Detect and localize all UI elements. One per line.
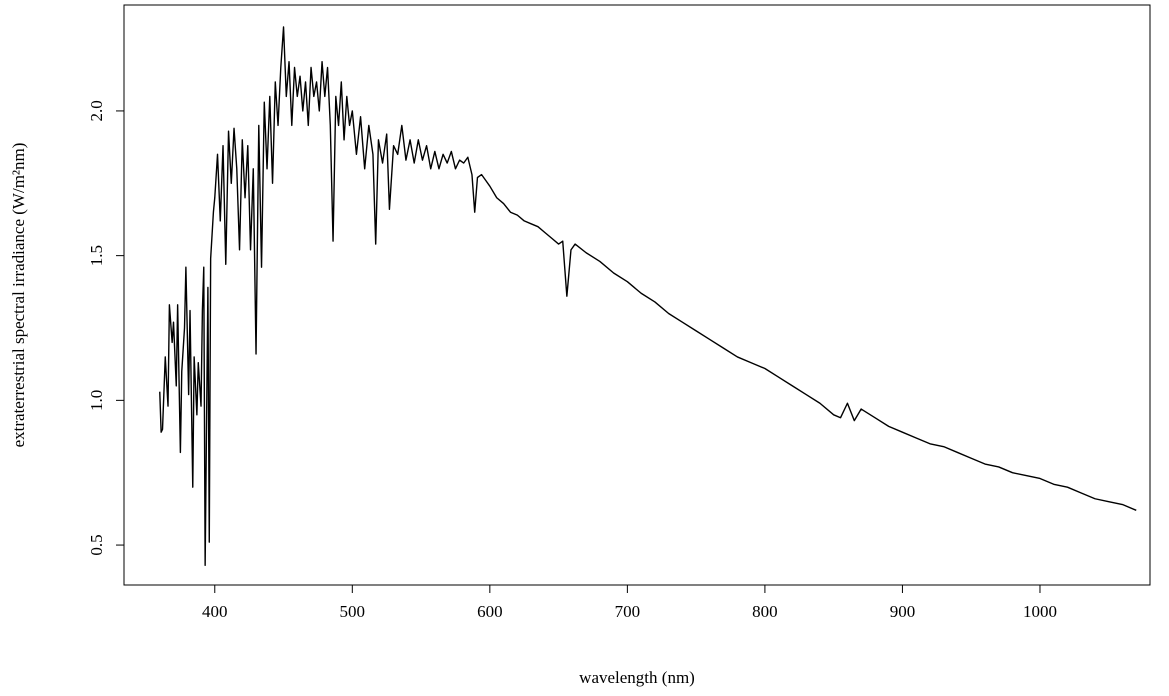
plot-box [123, 4, 1151, 586]
x-tick-label: 700 [615, 602, 641, 621]
y-tick-label: 1.5 [87, 245, 106, 266]
x-tick-label: 500 [340, 602, 366, 621]
x-tick-label: 400 [202, 602, 228, 621]
x-axis-label: wavelength (nm) [579, 668, 695, 687]
x-tick-label: 900 [890, 602, 916, 621]
x-tick-label: 1000 [1023, 602, 1057, 621]
y-tick-label: 0.5 [87, 534, 106, 555]
y-tick-label: 1.0 [87, 390, 106, 411]
x-tick-label: 600 [477, 602, 503, 621]
y-tick-label: 2.0 [87, 100, 106, 121]
x-tick-label: 800 [752, 602, 778, 621]
spectrum-line [159, 26, 1137, 567]
y-axis-label: extraterrestrial spectral irradiance (W/… [9, 143, 28, 448]
